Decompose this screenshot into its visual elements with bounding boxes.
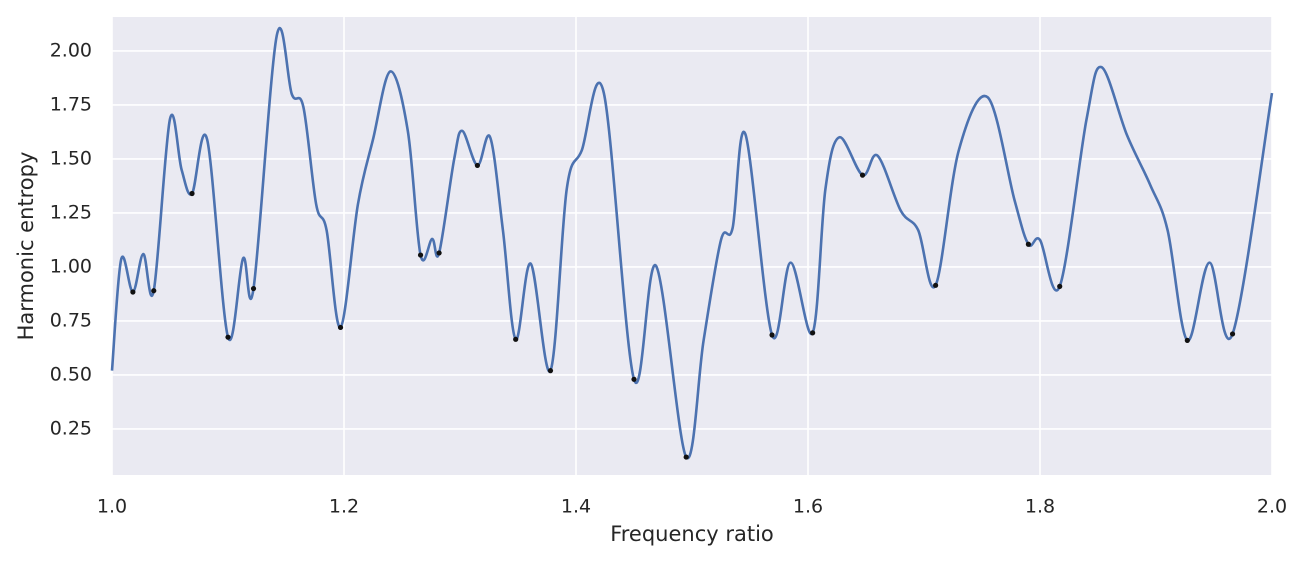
y-tick-label: 1.50 <box>50 147 92 169</box>
x-tick-label: 1.0 <box>97 496 127 518</box>
minimum-point <box>769 332 775 338</box>
minimum-point <box>1025 241 1031 247</box>
x-tick-label: 1.2 <box>329 496 359 518</box>
minimum-point <box>436 250 442 256</box>
y-tick-label: 0.75 <box>50 309 92 331</box>
minimum-point <box>859 172 866 178</box>
minimum-point <box>225 334 231 340</box>
minimum-point <box>474 162 480 169</box>
minimum-point <box>810 330 816 336</box>
y-tick-label: 0.25 <box>50 417 92 439</box>
x-tick-label: 1.4 <box>561 496 591 518</box>
minimum-point <box>130 289 136 295</box>
minimum-point <box>547 368 554 374</box>
minimum-point <box>631 376 637 382</box>
minimum-point <box>1184 337 1190 344</box>
minimum-point <box>189 190 195 197</box>
y-tick-label: 1.75 <box>50 93 92 115</box>
x-axis-label: Frequency ratio <box>610 522 774 546</box>
minimum-point <box>513 336 519 342</box>
x-tick-label: 1.6 <box>793 496 823 518</box>
plot-area <box>112 17 1272 475</box>
minimum-point <box>151 288 157 294</box>
y-tick-label: 0.50 <box>50 363 92 385</box>
minimum-point <box>250 285 257 292</box>
minimum-point <box>1229 331 1236 337</box>
minimum-point <box>933 282 939 288</box>
x-tick-label: 1.8 <box>1025 496 1055 518</box>
y-tick-label: 1.25 <box>50 201 92 223</box>
y-tick-label: 2.00 <box>50 39 92 61</box>
x-tick-label: 2.0 <box>1257 496 1287 518</box>
minimum-point <box>417 252 424 258</box>
minimum-point <box>683 454 689 460</box>
minimum-point <box>1057 283 1063 289</box>
y-tick-label: 1.00 <box>50 255 92 277</box>
y-axis-label: Harmonic entropy <box>14 152 38 341</box>
minimum-point <box>337 324 344 331</box>
